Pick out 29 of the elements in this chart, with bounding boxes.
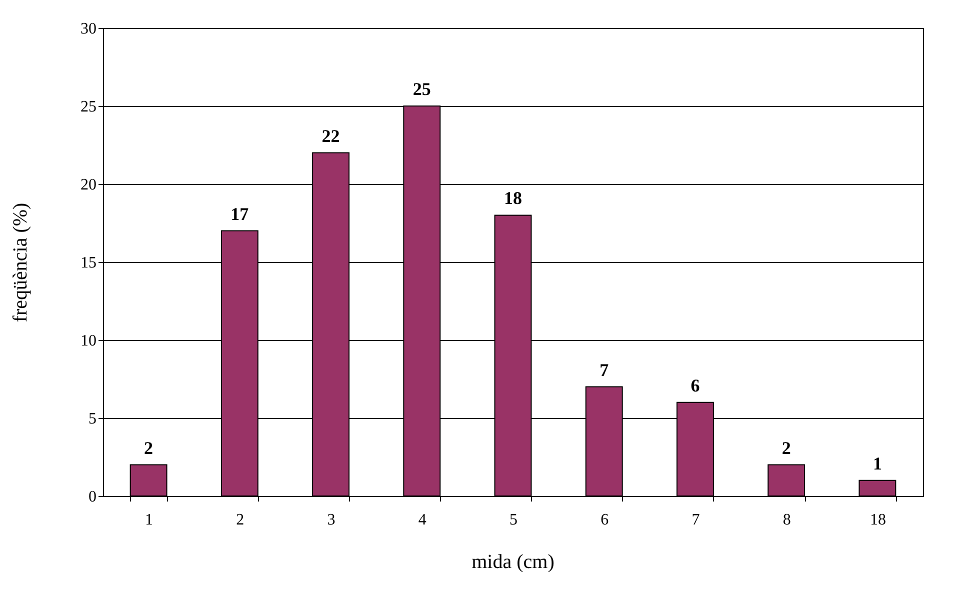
data-label: 1 [872,453,882,474]
y-tick-label: 5 [88,410,96,428]
y-tick-label: 10 [80,332,96,350]
x-tick-label: 2 [236,512,244,528]
x-axis-title: mida (cm) [472,551,554,573]
x-tick-label: 5 [510,512,518,528]
y-tick-label: 15 [80,254,96,272]
y-tick-label: 30 [80,20,96,38]
data-label: 25 [412,79,431,99]
data-label: 17 [230,204,249,224]
bar [858,480,896,496]
x-tick-label: 8 [782,512,791,528]
data-label: 22 [322,126,340,146]
x-tick-label: 3 [327,512,336,528]
data-label: 2 [144,438,154,458]
y-tick-label: 0 [88,488,96,506]
x-tick-label: 4 [418,512,426,528]
data-label: 2 [782,438,791,458]
y-tick-label: 20 [80,176,96,194]
x-tick-label: 1 [145,512,154,528]
data-label: 7 [600,360,609,380]
data-label: 6 [690,375,700,396]
x-tick-label: 6 [600,512,609,528]
bar [768,464,806,496]
y-axis-title: freqüència (%) [10,202,32,322]
x-tick-label: 18 [870,512,886,528]
y-tick-label: 25 [80,98,96,116]
data-label: 18 [504,188,522,208]
x-tick-label: 7 [692,512,700,528]
